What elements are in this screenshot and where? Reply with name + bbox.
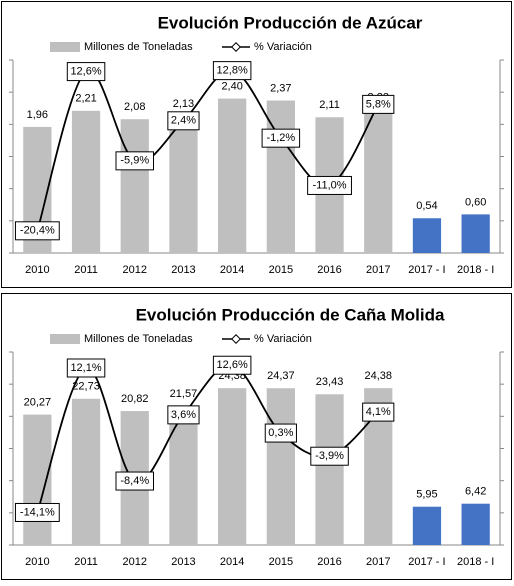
legend-label: Millones de Toneladas	[84, 333, 193, 345]
data-label-box	[66, 358, 106, 378]
data-label: 4,1%	[366, 406, 391, 418]
bar	[461, 214, 490, 253]
bar	[218, 388, 247, 545]
data-label: 12,6%	[217, 359, 248, 371]
data-label: 2,4%	[171, 115, 196, 127]
data-label: 23,43	[316, 376, 344, 388]
chart-title: Evolución Producción de Azúcar	[158, 13, 423, 32]
x-tick-label: 2012	[123, 556, 147, 568]
bar	[71, 110, 101, 253]
x-tick-label: 2011	[74, 264, 98, 276]
data-label: 22,73	[72, 381, 100, 393]
bar	[266, 388, 295, 545]
x-tick-label: 2012	[123, 264, 147, 276]
data-label: 6,42	[465, 486, 486, 498]
x-tick-label: 2010	[25, 264, 49, 276]
data-label-box	[14, 221, 60, 241]
data-label: 12,1%	[70, 362, 101, 374]
legend-marker	[231, 42, 241, 52]
legend-swatch	[50, 42, 80, 52]
legend-label: Millones de Toneladas	[84, 41, 193, 53]
x-tick-label: 2017 - I	[408, 264, 445, 276]
x-tick-label: 2010	[25, 556, 49, 568]
data-label: 0,60	[465, 196, 486, 208]
chart-panel: Evolución Producción de Caña Molida Millo…	[1, 293, 512, 580]
legend-label: % Variación	[254, 41, 312, 53]
data-label-box	[212, 355, 252, 375]
data-label: 2,13	[173, 98, 194, 110]
x-tick-label: 2014	[220, 556, 244, 568]
data-label: 24,38	[364, 370, 392, 382]
data-label: 5,95	[416, 489, 437, 501]
data-label-box	[310, 446, 349, 466]
bar	[120, 119, 149, 253]
x-tick-label: 2018 - I	[457, 556, 494, 568]
bar	[218, 98, 247, 253]
legend-marker	[231, 334, 241, 344]
bar	[169, 406, 198, 545]
bar	[23, 414, 52, 545]
data-label: 2,37	[270, 82, 291, 94]
data-label: 12,6%	[70, 65, 101, 77]
data-label: 5,8%	[366, 98, 391, 110]
x-tick-label: 2017 - I	[408, 556, 445, 568]
data-label: 2,11	[319, 99, 340, 111]
data-label: -1,2%	[266, 132, 295, 144]
bar	[364, 109, 393, 253]
x-tick-label: 2011	[74, 556, 98, 568]
x-tick-label: 2017	[366, 264, 390, 276]
data-label: 2,40	[221, 81, 242, 93]
data-label: 1,96	[27, 109, 48, 121]
data-label: 3,6%	[171, 409, 196, 421]
data-label-box	[261, 128, 301, 148]
bar	[169, 115, 198, 253]
legend-swatch	[50, 334, 80, 344]
data-label-box	[167, 111, 200, 131]
x-tick-label: 2015	[269, 556, 293, 568]
data-label: 2,21	[75, 93, 96, 105]
data-label-box	[167, 405, 200, 425]
data-label: 24,37	[267, 370, 295, 382]
legend-label: % Variación	[254, 333, 312, 345]
x-tick-label: 2015	[269, 264, 293, 276]
x-tick-label: 2014	[220, 264, 244, 276]
data-label: 12,8%	[217, 65, 248, 77]
data-label-box	[307, 175, 352, 195]
bar	[412, 218, 442, 253]
bar	[412, 506, 442, 545]
bar	[71, 398, 101, 545]
bar	[315, 394, 344, 545]
data-label: -11,0%	[313, 179, 347, 191]
data-label: 21,57	[170, 388, 198, 400]
x-tick-label: 2018 - I	[457, 264, 494, 276]
data-label-box	[115, 151, 154, 171]
x-tick-label: 2013	[171, 556, 195, 568]
data-label: 20,27	[24, 397, 52, 409]
data-label: 0,54	[416, 200, 437, 212]
data-label: -20,4%	[20, 225, 55, 237]
data-label: -8,4%	[120, 475, 149, 487]
chart-title: Evolución Producción de Caña Molida	[136, 305, 445, 324]
data-label: -14,1%	[20, 506, 55, 518]
chart-panel: Evolución Producción de Azúcar Millones d…	[1, 1, 512, 288]
data-label-box	[362, 94, 395, 114]
x-tick-label: 2017	[366, 556, 390, 568]
data-label: -3,9%	[315, 450, 344, 462]
x-tick-label: 2016	[317, 264, 341, 276]
data-label-box	[115, 471, 154, 491]
bar	[461, 503, 490, 545]
data-label: -5,9%	[120, 155, 149, 167]
x-tick-label: 2016	[317, 556, 341, 568]
data-label-box	[362, 402, 395, 422]
data-label: 20,82	[121, 393, 149, 405]
data-label-box	[212, 61, 252, 81]
data-label-box	[14, 502, 60, 522]
x-tick-label: 2013	[171, 264, 195, 276]
data-label: 2,08	[124, 101, 145, 113]
data-label-box	[66, 62, 106, 82]
data-label-box	[264, 423, 297, 443]
data-label: 0,3%	[268, 427, 293, 439]
